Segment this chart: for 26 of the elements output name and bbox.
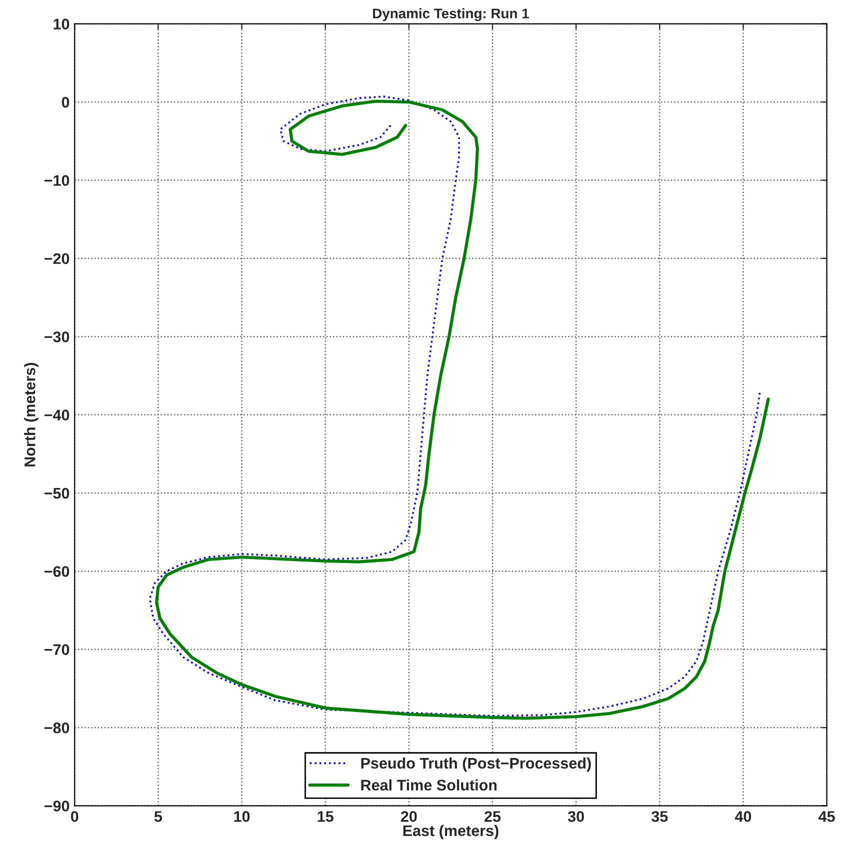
- x-tick-label: 25: [484, 811, 501, 822]
- y-tick-label: −20: [44, 253, 70, 264]
- x-tick-label: 5: [154, 811, 162, 822]
- y-tick-label: −10: [44, 175, 70, 186]
- legend-label: Pseudo Truth (Post−Processed): [361, 757, 591, 772]
- y-tick-label: −90: [44, 800, 70, 812]
- y-axis-title: North (meters): [24, 362, 38, 466]
- x-tick-label: 45: [818, 811, 835, 822]
- x-tick-label: 20: [400, 811, 417, 822]
- y-tick-label: −50: [44, 488, 70, 499]
- x-axis-title: East (meters): [403, 824, 498, 840]
- x-tick-label: 30: [568, 811, 584, 822]
- y-tick-label: −40: [44, 410, 70, 420]
- x-tick-label: 0: [70, 811, 78, 822]
- y-tick-label: −30: [44, 331, 70, 342]
- x-tick-label: 10: [234, 811, 250, 822]
- y-tick-label: −70: [44, 644, 70, 656]
- x-tick-label: 40: [734, 811, 752, 822]
- x-tick-label: 15: [318, 811, 334, 822]
- x-tick-label: 35: [652, 811, 668, 822]
- chart-title: Dynamic Testing: Run 1: [373, 8, 529, 22]
- legend-label: Real Time Solution: [361, 779, 497, 791]
- y-tick-label: 0: [62, 96, 70, 108]
- y-tick-label: −60: [44, 566, 70, 577]
- y-tick-label: −80: [44, 722, 70, 734]
- y-tick-label: 10: [54, 18, 70, 30]
